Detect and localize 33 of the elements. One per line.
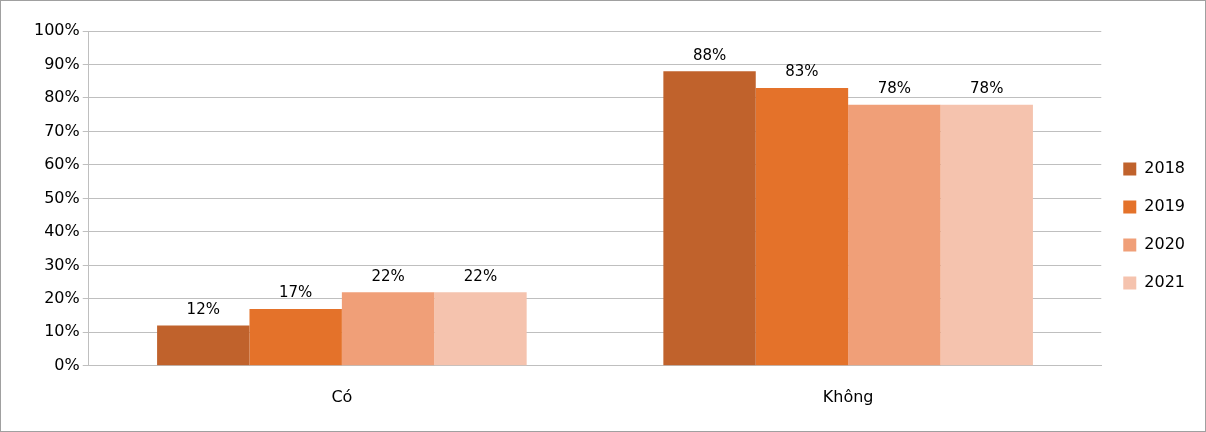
y-tick-label: 0% <box>54 354 80 374</box>
bar <box>663 71 756 366</box>
y-tick-label: 70% <box>44 120 80 140</box>
data-label: 78% <box>970 79 1004 98</box>
y-tick-label: 90% <box>44 53 80 73</box>
legend-label: 2021 <box>1144 272 1185 292</box>
data-label: 88% <box>692 45 727 64</box>
data-label: 83% <box>785 62 819 81</box>
data-label: 22% <box>463 266 498 285</box>
bar <box>434 292 527 366</box>
data-label: 78% <box>877 79 912 98</box>
bar <box>848 104 941 366</box>
bar <box>341 292 435 366</box>
y-tick-label: 30% <box>44 254 80 274</box>
data-label: 22% <box>371 266 405 285</box>
legend-label: 2018 <box>1144 158 1185 178</box>
data-label: 17% <box>279 283 313 302</box>
bar <box>249 308 342 366</box>
bar <box>940 104 1033 366</box>
y-tick-label: 40% <box>44 221 80 241</box>
y-tick-label: 80% <box>44 87 80 107</box>
legend-label: 2019 <box>1144 196 1185 216</box>
y-tick-label: 100% <box>33 20 80 40</box>
y-tick-label: 60% <box>44 154 80 174</box>
y-tick-label: 10% <box>44 321 80 341</box>
y-tick-label: 20% <box>44 288 80 307</box>
bar <box>157 325 250 366</box>
legend-label: 2020 <box>1144 234 1185 254</box>
x-tick-label: Có <box>331 386 353 406</box>
y-tick-label: 50% <box>44 187 80 207</box>
x-tick-label: Không <box>822 386 874 406</box>
data-label: 12% <box>186 300 220 319</box>
bar <box>755 87 849 366</box>
